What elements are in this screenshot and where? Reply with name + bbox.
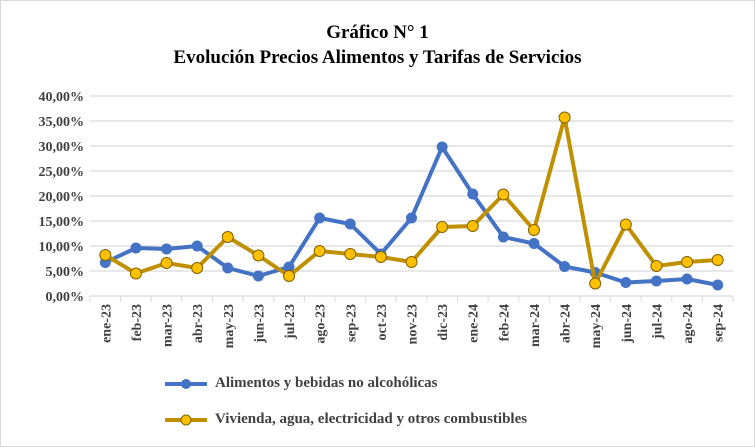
- x-tick-label: mar-23: [161, 304, 176, 347]
- y-tick-label: 30,00%: [39, 140, 85, 155]
- data-point: [619, 218, 632, 231]
- x-tick-label: ago-24: [681, 304, 696, 344]
- x-tick-label: sep-23: [344, 304, 359, 342]
- x-tick-label: nov-23: [406, 304, 421, 344]
- y-tick-label: 25,00%: [39, 165, 85, 180]
- data-point: [528, 238, 540, 249]
- x-tick-label: oct-23: [375, 304, 390, 341]
- y-tick-label: 0,00%: [46, 290, 85, 305]
- x-tick-label: ago-23: [314, 304, 329, 344]
- data-point: [222, 262, 234, 274]
- legend-marker-blue-icon: [165, 378, 207, 389]
- x-tick-label: ene-23: [99, 304, 114, 343]
- data-point: [283, 261, 295, 273]
- data-point: [589, 277, 602, 290]
- legend-label: Vivienda, agua, electricidad y otros com…: [215, 411, 528, 427]
- x-tick-label: may-24: [589, 304, 604, 348]
- data-point: [313, 245, 326, 257]
- data-point: [99, 249, 112, 261]
- data-point: [129, 267, 142, 280]
- x-tick-label: jul-23: [283, 304, 298, 340]
- x-tick-label: jun-24: [620, 304, 635, 344]
- data-point: [559, 261, 571, 272]
- data-point: [160, 257, 173, 269]
- data-point: [406, 212, 417, 224]
- x-tick-label: mar-24: [528, 304, 543, 347]
- data-point: [283, 270, 296, 282]
- chart-subtitle: Evolución Precios Alimentos y Tarifas de…: [173, 47, 582, 68]
- data-point: [497, 188, 510, 201]
- legend-item-vivienda: Vivienda, agua, electricidad y otros com…: [165, 411, 527, 428]
- x-tick-label: sep-24: [712, 304, 727, 342]
- y-tick-label: 10,00%: [39, 240, 85, 255]
- chart-title: Gráfico N° 1: [326, 22, 429, 43]
- legend-marker-gold-icon: [165, 414, 207, 425]
- data-point: [527, 224, 540, 236]
- y-tick-label: 40,00%: [39, 90, 85, 105]
- x-tick-label: abr-23: [191, 304, 206, 343]
- data-point: [405, 256, 418, 268]
- y-tick-label: 20,00%: [39, 190, 85, 205]
- data-point: [711, 254, 724, 266]
- x-tick-label: jul-24: [650, 304, 665, 340]
- data-point: [681, 273, 693, 285]
- x-tick-label: abr-24: [559, 304, 574, 343]
- data-point: [436, 141, 448, 153]
- data-point: [650, 275, 662, 287]
- data-point: [650, 260, 663, 272]
- data-point: [712, 279, 724, 291]
- data-point: [681, 256, 694, 268]
- y-tick-label: 5,00%: [46, 265, 85, 280]
- data-point: [344, 218, 356, 230]
- x-tick-label: may-23: [222, 304, 237, 348]
- data-point: [558, 111, 571, 124]
- data-point: [374, 251, 387, 263]
- data-point: [436, 221, 449, 233]
- data-point: [620, 277, 632, 288]
- data-point: [252, 249, 265, 262]
- data-point: [344, 248, 357, 260]
- x-tick-label: dic-23: [436, 304, 451, 341]
- data-point: [252, 270, 264, 282]
- x-tick-label: jun-23: [252, 304, 267, 344]
- data-point: [314, 212, 326, 224]
- legend-item-alimentos: Alimentos y bebidas no alcohólicas: [165, 375, 438, 392]
- data-point: [191, 262, 204, 274]
- data-point: [161, 243, 173, 255]
- data-point: [130, 242, 142, 254]
- legend-label: Alimentos y bebidas no alcohólicas: [215, 375, 438, 391]
- data-point: [497, 231, 509, 243]
- data-point: [467, 188, 479, 200]
- data-point: [191, 240, 203, 252]
- data-point: [466, 220, 479, 232]
- x-tick-label: feb-24: [497, 304, 512, 341]
- y-tick-label: 35,00%: [39, 115, 85, 130]
- y-tick-label: 15,00%: [39, 215, 85, 230]
- series-vivienda: [99, 111, 724, 290]
- x-tick-label: ene-24: [467, 304, 482, 343]
- data-point: [221, 231, 234, 243]
- x-tick-label: feb-23: [130, 304, 145, 341]
